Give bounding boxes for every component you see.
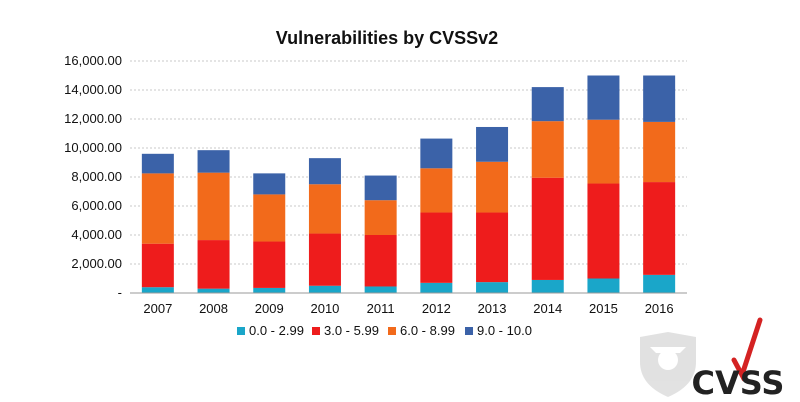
bar-segment-2008-series-1 xyxy=(197,240,230,289)
bar-segment-2007-series-0 xyxy=(141,287,174,293)
legend-swatch xyxy=(465,327,473,335)
y-tick-label: 2,000.00 xyxy=(71,256,122,271)
bar-segment-2013-series-1 xyxy=(476,212,509,283)
bar-segment-2015-series-3 xyxy=(587,75,620,120)
bar-segment-2009-series-2 xyxy=(253,194,286,242)
y-tick-label: 14,000.00 xyxy=(64,82,122,97)
bar-segment-2007-series-1 xyxy=(141,243,174,288)
bar-segment-2016-series-3 xyxy=(643,75,676,122)
y-tick-label: 16,000.00 xyxy=(64,53,122,68)
bar-segment-2013-series-2 xyxy=(476,161,509,213)
legend-swatch xyxy=(237,327,245,335)
bar-segment-2015-series-1 xyxy=(587,183,620,279)
bar-segment-2008-series-2 xyxy=(197,172,230,241)
x-tick-label: 2008 xyxy=(199,301,228,316)
bar-segment-2010-series-0 xyxy=(308,285,341,293)
bar-layer xyxy=(141,75,676,293)
bar-segment-2016-series-2 xyxy=(643,121,676,183)
bar-segment-2011-series-1 xyxy=(364,235,397,287)
legend-label: 0.0 - 2.99 xyxy=(249,323,304,338)
bar-segment-2010-series-2 xyxy=(308,184,341,234)
legend-label: 9.0 - 10.0 xyxy=(477,323,532,338)
bar-segment-2011-series-2 xyxy=(364,200,397,235)
y-tick-label: 6,000.00 xyxy=(71,198,122,213)
x-tick-label: 2015 xyxy=(589,301,618,316)
checkmark-icon xyxy=(731,317,763,382)
bar-segment-2011-series-0 xyxy=(364,286,397,293)
bar-segment-2007-series-3 xyxy=(141,153,174,174)
x-tick-label: 2010 xyxy=(310,301,339,316)
bar-segment-2012-series-0 xyxy=(420,282,453,293)
legend-swatch xyxy=(312,327,320,335)
bar-segment-2015-series-2 xyxy=(587,119,620,184)
legend-swatch xyxy=(388,327,396,335)
bar-segment-2014-series-3 xyxy=(531,87,564,122)
cvss-watermark: CVSS xyxy=(640,317,785,402)
logo-text: CVSS xyxy=(692,364,785,402)
x-tick-label: 2016 xyxy=(645,301,674,316)
x-tick-label: 2012 xyxy=(422,301,451,316)
bar-segment-2016-series-1 xyxy=(643,182,676,275)
bar-segment-2010-series-3 xyxy=(308,158,341,185)
bar-segment-2009-series-0 xyxy=(253,287,286,293)
legend-item: 6.0 - 8.99 xyxy=(388,323,455,338)
legend-label: 3.0 - 5.99 xyxy=(324,323,379,338)
legend-label: 6.0 - 8.99 xyxy=(400,323,455,338)
y-axis-tick-labels: - 2,000.00 4,000.00 6,000.00 8,000.00 10,000.… xyxy=(64,53,122,300)
x-tick-label: 2007 xyxy=(143,301,172,316)
chart-title: Vulnerabilities by CVSSv2 xyxy=(276,28,498,48)
legend-item: 3.0 - 5.99 xyxy=(312,323,379,338)
x-tick-label: 2011 xyxy=(367,301,395,316)
legend-item: 0.0 - 2.99 xyxy=(237,323,304,338)
bar-segment-2009-series-3 xyxy=(253,173,286,195)
x-tick-label: 2013 xyxy=(478,301,507,316)
legend: 0.0 - 2.99 3.0 - 5.99 6.0 - 8.99 9.0 - 10.0 xyxy=(237,323,532,338)
y-tick-label: - xyxy=(118,285,122,300)
bar-segment-2008-series-3 xyxy=(197,150,230,173)
bar-segment-2008-series-0 xyxy=(197,288,230,293)
bar-segment-2009-series-1 xyxy=(253,241,286,288)
y-tick-label: 4,000.00 xyxy=(71,227,122,242)
legend-item: 9.0 - 10.0 xyxy=(465,323,532,338)
bar-segment-2014-series-2 xyxy=(531,121,564,178)
bar-segment-2016-series-0 xyxy=(643,274,676,293)
bar-segment-2010-series-1 xyxy=(308,233,341,286)
bar-segment-2012-series-1 xyxy=(420,212,453,283)
x-axis-tick-labels: 2007 2008 2009 2010 2011 2012 2013 2014 2015 2016 xyxy=(143,301,673,316)
x-tick-label: 2009 xyxy=(255,301,284,316)
bar-segment-2013-series-0 xyxy=(476,282,509,293)
y-tick-label: 12,000.00 xyxy=(64,111,122,126)
shield-mascot-icon xyxy=(640,332,696,397)
bar-segment-2012-series-2 xyxy=(420,168,453,213)
bar-segment-2015-series-0 xyxy=(587,278,620,293)
y-tick-label: 8,000.00 xyxy=(71,169,122,184)
bar-segment-2012-series-3 xyxy=(420,138,453,169)
bar-segment-2007-series-2 xyxy=(141,173,174,244)
y-tick-label: 10,000.00 xyxy=(64,140,122,155)
bar-segment-2011-series-3 xyxy=(364,175,397,201)
x-tick-label: 2014 xyxy=(533,301,562,316)
bar-segment-2014-series-0 xyxy=(531,279,564,293)
bar-segment-2014-series-1 xyxy=(531,177,564,280)
bar-segment-2013-series-3 xyxy=(476,126,509,162)
